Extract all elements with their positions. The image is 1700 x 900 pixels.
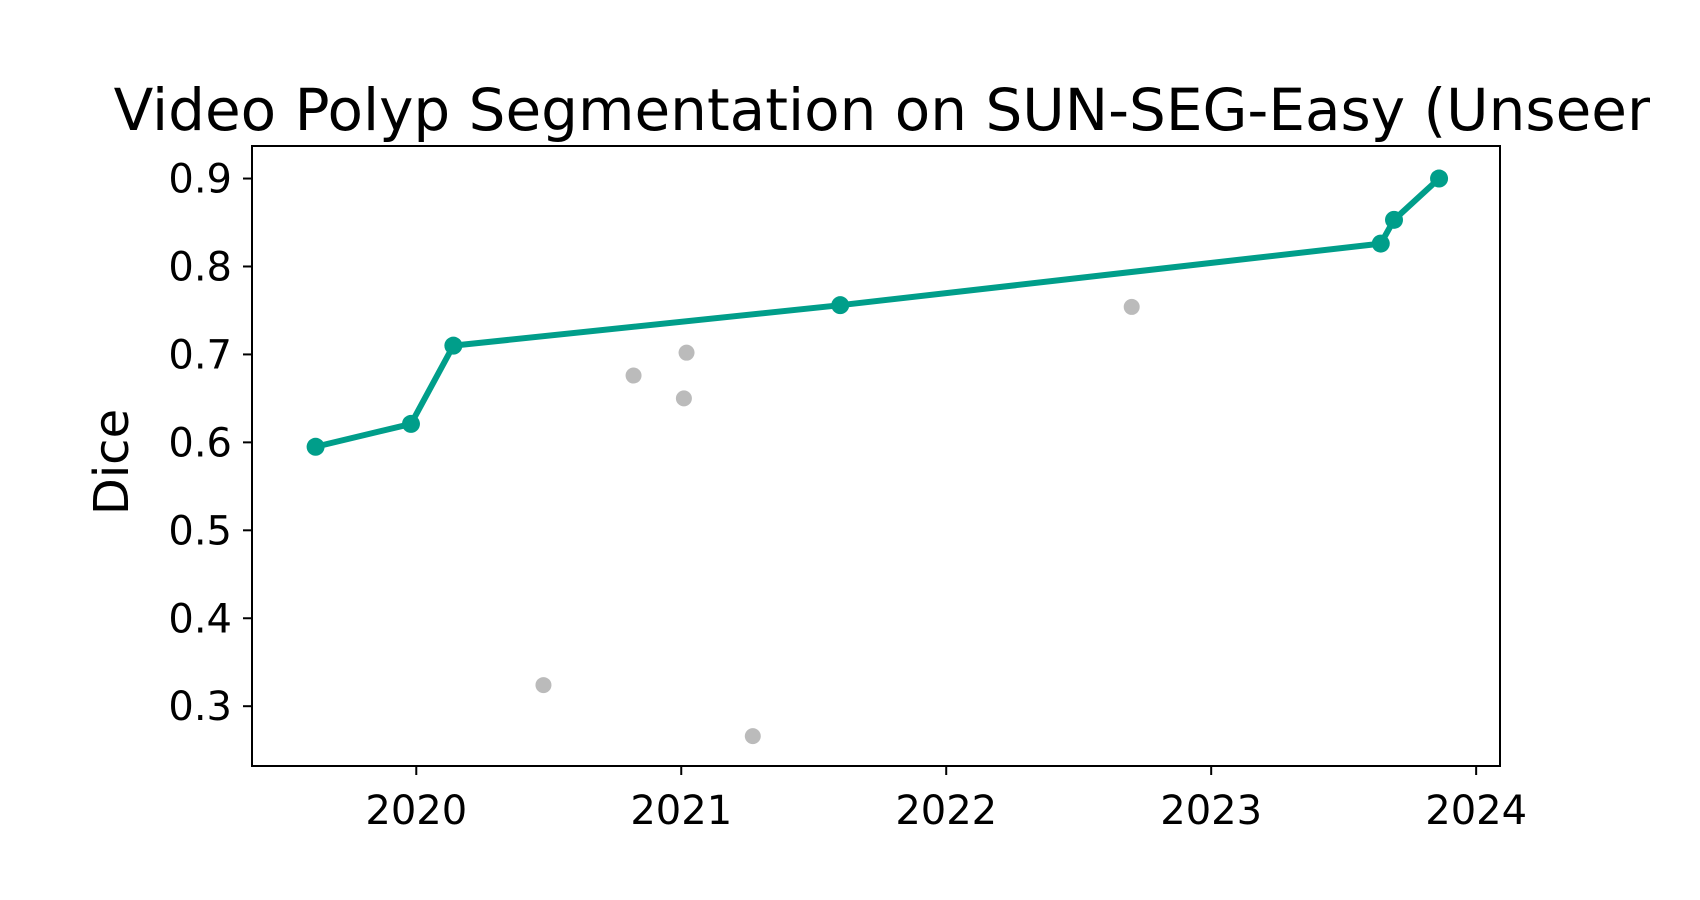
y-tick-label-0.7: 0.7 — [168, 332, 232, 378]
y-tick-label-0.4: 0.4 — [168, 596, 232, 642]
x-tick-label-2022: 2022 — [895, 788, 997, 834]
y-tick-label-0.9: 0.9 — [168, 157, 232, 203]
y-tick-label-0.5: 0.5 — [168, 508, 232, 554]
x-tick-label-2024: 2024 — [1425, 788, 1527, 834]
chart-title: Video Polyp Segmentation on SUN-SEG-Easy… — [114, 76, 1687, 144]
sota-point-7 — [1430, 169, 1449, 188]
y-axis-title: Dice — [84, 409, 140, 515]
other-method-point-4 — [678, 344, 695, 361]
other-method-point-1 — [535, 677, 552, 694]
x-tick-label-2020: 2020 — [365, 788, 467, 834]
sota-point-5 — [1371, 234, 1390, 253]
x-tick-label-2023: 2023 — [1160, 788, 1262, 834]
chart-marks — [306, 169, 1449, 745]
other-method-point-6 — [1123, 298, 1140, 315]
x-axis: 2020 2021 2022 2023 2024 — [365, 766, 1527, 834]
sota-point-4 — [831, 296, 850, 315]
sota-point-2 — [401, 414, 420, 433]
sota-point-1 — [306, 437, 325, 456]
y-tick-label-0.8: 0.8 — [168, 244, 232, 290]
sota-point-6 — [1385, 210, 1404, 229]
sota-frontier-line — [312, 175, 1443, 450]
x-tick-label-2021: 2021 — [630, 788, 732, 834]
sota-point-3 — [444, 336, 463, 355]
y-tick-label-0.3: 0.3 — [168, 684, 232, 730]
y-axis: 0.3 0.4 0.5 0.6 0.7 0.8 0.9 — [168, 157, 252, 730]
y-tick-label-0.6: 0.6 — [168, 420, 232, 466]
other-method-point-2 — [625, 367, 642, 384]
other-method-point-3 — [675, 390, 692, 407]
plot-frame — [251, 145, 1501, 767]
other-method-point-5 — [744, 728, 761, 745]
